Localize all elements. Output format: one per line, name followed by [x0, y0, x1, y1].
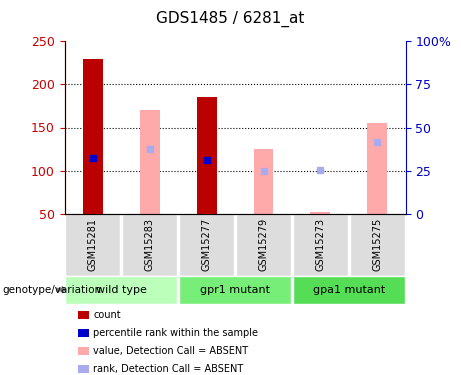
- Bar: [65, 214, 120, 276]
- Bar: [78, 311, 89, 319]
- Bar: [179, 276, 291, 304]
- Text: GSM15283: GSM15283: [145, 218, 155, 271]
- Text: genotype/variation: genotype/variation: [2, 285, 101, 295]
- Bar: [78, 347, 89, 355]
- Bar: [78, 329, 89, 337]
- Bar: [197, 98, 217, 214]
- Bar: [83, 58, 103, 214]
- Text: percentile rank within the sample: percentile rank within the sample: [93, 328, 258, 338]
- Bar: [140, 110, 160, 214]
- Bar: [65, 276, 177, 304]
- Text: wild type: wild type: [96, 285, 147, 295]
- Text: GDS1485 / 6281_at: GDS1485 / 6281_at: [156, 10, 305, 27]
- Text: gpa1 mutant: gpa1 mutant: [313, 285, 385, 295]
- Bar: [350, 214, 405, 276]
- Text: GSM15273: GSM15273: [315, 218, 325, 271]
- Bar: [179, 214, 234, 276]
- Bar: [254, 149, 273, 214]
- Bar: [367, 123, 387, 214]
- Text: GSM15281: GSM15281: [88, 218, 98, 271]
- FancyArrow shape: [56, 286, 66, 294]
- Bar: [293, 276, 405, 304]
- Text: gpr1 mutant: gpr1 mutant: [200, 285, 270, 295]
- Text: GSM15277: GSM15277: [201, 218, 212, 272]
- Bar: [293, 214, 348, 276]
- Bar: [78, 365, 89, 373]
- Bar: [310, 212, 331, 214]
- Text: value, Detection Call = ABSENT: value, Detection Call = ABSENT: [93, 346, 248, 356]
- Text: GSM15279: GSM15279: [259, 218, 269, 271]
- Bar: [122, 214, 177, 276]
- Text: rank, Detection Call = ABSENT: rank, Detection Call = ABSENT: [93, 364, 243, 374]
- Bar: [236, 214, 291, 276]
- Text: count: count: [93, 310, 121, 320]
- Text: GSM15275: GSM15275: [372, 218, 382, 272]
